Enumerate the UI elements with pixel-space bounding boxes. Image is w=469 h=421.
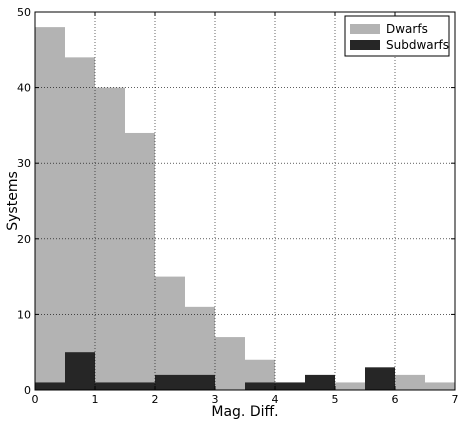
bar-subdwarfs-7 <box>245 382 275 390</box>
x-tick-label-0: 0 <box>32 393 39 406</box>
y-tick-label-0: 0 <box>24 384 31 397</box>
grid <box>35 12 455 390</box>
legend-swatch-dwarfs <box>350 24 380 34</box>
bar-dwarfs-3 <box>125 132 155 390</box>
legend: Dwarfs Subdwarfs <box>344 15 450 57</box>
y-tick-label-2: 20 <box>17 233 31 246</box>
bar-subdwarfs-9 <box>305 374 335 390</box>
bar-subdwarfs-3 <box>125 382 155 390</box>
x-tick-label-4: 4 <box>272 393 279 406</box>
bar-subdwarfs-0 <box>35 382 65 390</box>
x-tick-label-3: 3 <box>212 393 219 406</box>
bar-subdwarfs-2 <box>95 382 125 390</box>
bar-dwarfs-10 <box>335 382 365 390</box>
bars <box>35 27 455 391</box>
y-tick-label-3: 30 <box>17 157 31 170</box>
bar-subdwarfs-1 <box>65 352 95 390</box>
plot-frame <box>34 11 456 391</box>
bar-dwarfs-1 <box>65 57 95 391</box>
bar-subdwarfs-4 <box>155 374 185 390</box>
legend-label-subdwarfs: Subdwarfs <box>386 38 449 52</box>
bar-dwarfs-4 <box>155 276 185 390</box>
bar-subdwarfs-5 <box>185 374 215 390</box>
x-tick-label-1: 1 <box>92 393 99 406</box>
bar-dwarfs-0 <box>35 27 65 391</box>
x-axis-label: Mag. Diff. <box>211 404 278 420</box>
bar-subdwarfs-11 <box>365 367 395 390</box>
bar-dwarfs-13 <box>425 382 455 390</box>
x-tick-label-2: 2 <box>152 393 159 406</box>
x-tick-label-5: 5 <box>332 393 339 406</box>
y-tick-label-1: 10 <box>17 308 31 321</box>
bar-dwarfs-6 <box>215 337 245 390</box>
y-tick-label-4: 40 <box>17 82 31 95</box>
legend-label-dwarfs: Dwarfs <box>386 22 428 36</box>
y-axis-label: Systems <box>5 171 21 231</box>
bar-subdwarfs-8 <box>275 382 305 390</box>
x-tick-label-6: 6 <box>392 393 399 406</box>
bar-dwarfs-12 <box>395 374 425 390</box>
y-tick-label-5: 50 <box>17 6 31 19</box>
legend-swatch-subdwarfs <box>350 40 380 50</box>
x-tick-label-7: 7 <box>452 393 459 406</box>
